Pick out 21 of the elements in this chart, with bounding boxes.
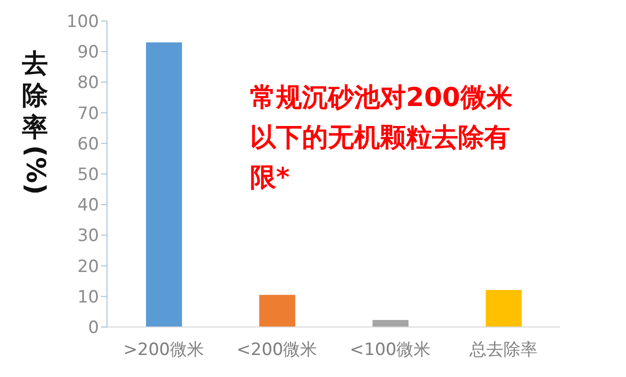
x-tick-label: <200微米 [236,340,318,360]
x-tick-label: <100微米 [350,340,430,360]
y-tick-label: 20 [77,256,99,277]
bar [372,320,408,327]
x-tick-label: 总去除率 [468,340,538,360]
y-axis-title: 去除率(%) [19,48,51,195]
bar [146,42,182,327]
y-tick-label: 0 [88,318,99,338]
annotation: 常规沉砂池对200微米以下的无机颗粒去除有限* [250,82,514,195]
y-tick-label: 30 [77,226,99,246]
y-tick-label: 10 [77,287,99,308]
y-tick-label: 80 [77,73,99,94]
y-tick-label: 50 [77,165,99,186]
y-tick-label: 90 [77,42,99,63]
x-tick-label: >200微米 [123,340,204,360]
y-tick-label: 100 [66,12,99,32]
y-tick-label: 70 [77,104,99,124]
y-tick-label: 60 [77,134,99,154]
bar [259,294,296,327]
y-tick-label: 40 [77,196,99,216]
bar [486,290,522,327]
